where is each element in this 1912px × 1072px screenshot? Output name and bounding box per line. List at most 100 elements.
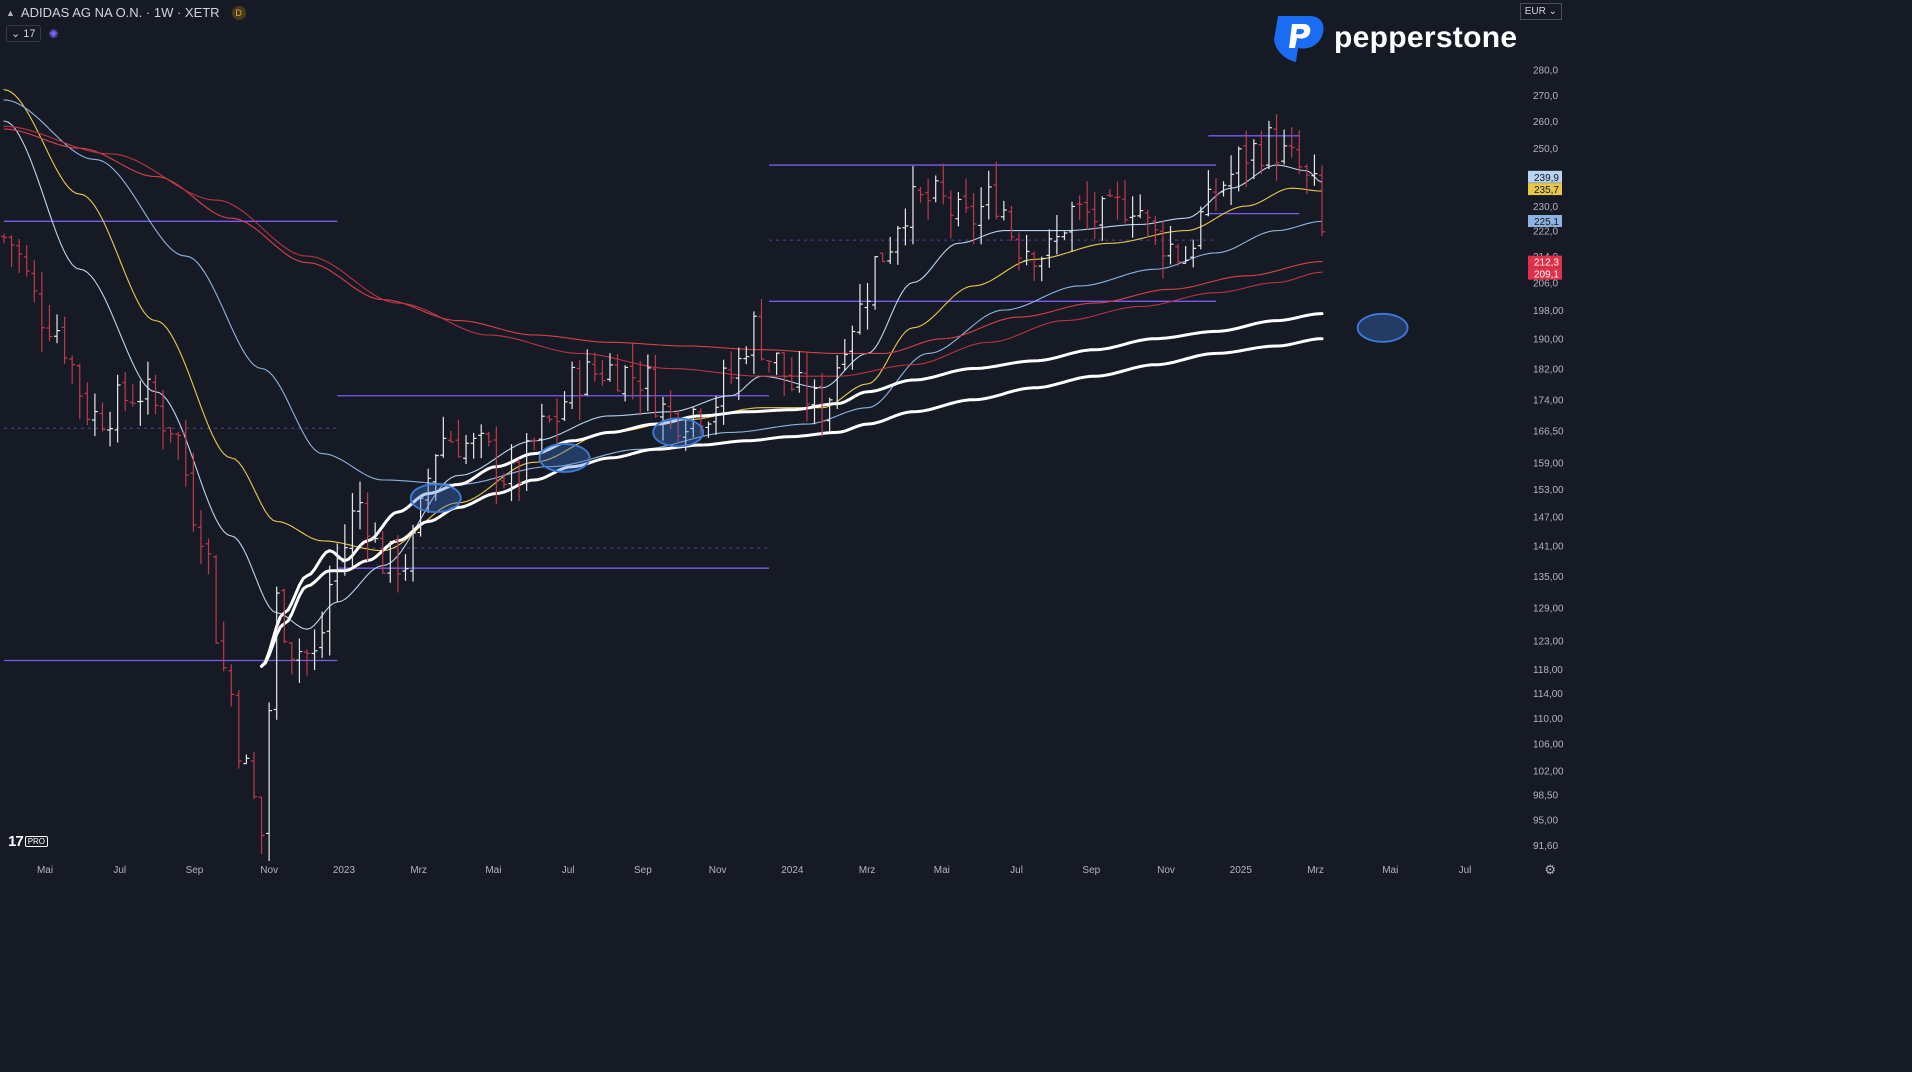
ohlc-bar [690, 407, 697, 438]
symbol-header[interactable]: ▲ ADIDAS AG NA O.N. · 1W · XETR D [6, 5, 246, 20]
ohlc-bar [288, 642, 295, 675]
ohlc-bar [811, 379, 818, 425]
y-tick-label: 190,00 [1533, 335, 1564, 346]
y-tick-label: 118,00 [1533, 665, 1563, 676]
ohlc-bar [1000, 200, 1007, 221]
ohlc-bar [1053, 214, 1060, 255]
ohlc-bar [720, 359, 727, 425]
ohlc-bar [470, 432, 477, 459]
ohlc-bar [561, 391, 568, 422]
ohlc-bar [1016, 232, 1023, 271]
y-tick-label: 198,00 [1533, 306, 1564, 317]
indicators-toggle[interactable]: ⌄ 17 [6, 25, 41, 42]
ohlc-bar [523, 432, 530, 491]
ohlc-bar [660, 396, 666, 441]
ohlc-bar [122, 372, 129, 412]
y-tick-label: 174,00 [1533, 396, 1564, 407]
ohlc-bar [955, 192, 962, 227]
ohlc-bar [281, 588, 288, 644]
line-band_lower [260, 337, 1324, 668]
collapse-triangle-icon[interactable]: ▲ [6, 7, 15, 18]
ohlc-bar [1311, 154, 1318, 186]
ohlc-bar [23, 245, 30, 277]
y-tick-label: 280,0 [1533, 66, 1558, 77]
price-chart[interactable]: 280,0270,0260,0250,0230,0222,0214,0206,0… [0, 0, 1568, 879]
ohlc-bar [61, 316, 68, 364]
ohlc-bar [1114, 181, 1121, 220]
ohlc-bar [190, 452, 197, 532]
price-label-text: 212,3 [1534, 258, 1559, 269]
x-tick-label: Sep [1082, 865, 1100, 876]
ohlc-bar [205, 538, 212, 575]
ohlc-bar [129, 384, 136, 407]
ohlc-bar [394, 535, 401, 593]
x-tick-label: 2023 [333, 865, 356, 876]
tv-pro-badge: PRO [24, 836, 49, 847]
ohlc-bar [614, 354, 621, 392]
ohlc-bar [160, 390, 167, 450]
ohlc-bar [909, 166, 916, 245]
x-tick-label: Mrz [859, 865, 876, 876]
y-tick-label: 166,50 [1533, 426, 1564, 437]
ohlc-bar [250, 751, 257, 800]
y-tick-label: 102,00 [1533, 766, 1564, 777]
ohlc-bar [819, 373, 826, 437]
ohlc-bar [591, 352, 598, 382]
price-label: 209,1 [1528, 267, 1562, 281]
ohlc-bar [417, 496, 424, 537]
ohlc-bar [606, 353, 613, 382]
ohlc-bar [1008, 206, 1015, 241]
x-tick-label: Mrz [1307, 865, 1324, 876]
ohlc-bar [1212, 178, 1219, 211]
ohlc-bar [1281, 129, 1288, 165]
ohlc-bar [478, 424, 485, 459]
ohlc-bar [1175, 243, 1182, 267]
x-tick-label: Mai [1382, 865, 1398, 876]
horizontal-levels [4, 135, 1300, 662]
symbol-title: ADIDAS AG NA O.N. · 1W · XETR [20, 5, 220, 20]
marker-ellipse [538, 443, 591, 473]
price-label-bg [1528, 255, 1562, 268]
ohlc-bar [705, 421, 712, 438]
ohlc-bar [182, 419, 189, 487]
ohlc-bar [970, 193, 977, 245]
pepperstone-p-icon [1274, 16, 1324, 62]
ohlc-bar [925, 178, 932, 220]
ohlc-bar [872, 256, 879, 310]
ohlc-bar [76, 363, 83, 420]
sun-icon[interactable]: ✺ [48, 26, 59, 41]
price-label-bg [1528, 170, 1562, 183]
ohlc-bar [576, 360, 583, 420]
x-tick-label: Jul [562, 865, 575, 876]
ohlc-bar [379, 530, 386, 574]
indicator-count: 17 [23, 28, 36, 40]
ohlc-bar [826, 397, 833, 433]
ohlc-bar [425, 468, 432, 513]
ohlc-bar [319, 611, 326, 658]
ohlc-bar [1038, 256, 1045, 282]
currency-select[interactable]: EUR ⌄ [1519, 3, 1562, 20]
x-tick-label: Sep [634, 865, 652, 876]
ohlc-bar [1197, 206, 1204, 250]
gear-icon[interactable]: ⚙ [1544, 862, 1556, 877]
tv-mark: 17 [8, 833, 24, 850]
market-status-badge[interactable]: D [231, 5, 246, 20]
line-sma_red_1 [3, 128, 1323, 354]
ohlc-bar [311, 629, 318, 670]
ohlc-bar [1265, 120, 1272, 170]
ohlc-bar [500, 473, 507, 489]
ohlc-bar [349, 493, 356, 569]
ohlc-bar [1319, 165, 1325, 237]
y-tick-label: 159,00 [1533, 458, 1564, 469]
ohlc-bar [296, 638, 303, 683]
ohlc-bar [243, 754, 250, 765]
ohlc-bar [743, 346, 750, 365]
brand-name: pepperstone [1334, 21, 1518, 54]
ohlc-bar [107, 411, 114, 447]
ohlc-bar [667, 390, 674, 430]
ohlc-bar [728, 351, 735, 384]
marker-ellipse [1356, 312, 1409, 343]
y-tick-label: 206,0 [1533, 279, 1558, 290]
ohlc-bar [940, 163, 947, 205]
ohlc-bar [962, 178, 969, 213]
